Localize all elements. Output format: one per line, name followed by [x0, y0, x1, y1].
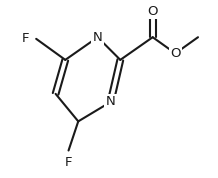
Text: O: O [147, 5, 158, 18]
Text: N: N [106, 95, 116, 108]
Text: F: F [65, 156, 72, 169]
Text: O: O [170, 47, 181, 60]
Text: N: N [93, 31, 102, 44]
Text: F: F [22, 32, 30, 45]
